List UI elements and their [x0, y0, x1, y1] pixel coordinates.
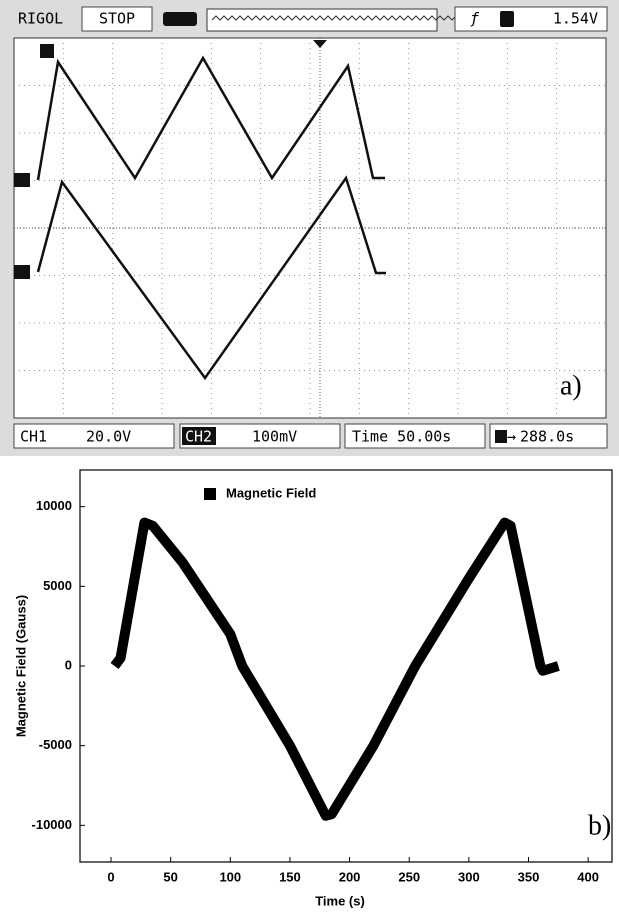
trigger-pos-arrow: →: [507, 428, 516, 446]
x-tick-label: 100: [219, 869, 241, 884]
oscilloscope: RIGOL STOP ƒ 1.54V a) CH1 20.0V CH2 100m…: [0, 0, 619, 456]
memory-bar: [207, 9, 437, 31]
x-tick-label: 0: [107, 869, 114, 884]
timebase: Time 50.00s: [352, 428, 451, 446]
trigger-pos-icon: [495, 430, 507, 443]
ch1-scale: 20.0V: [86, 428, 131, 446]
y-axis-label: Magnetic Field (Gauss): [13, 595, 28, 737]
panel-label: a): [560, 370, 582, 401]
ch1-marker: [14, 173, 30, 187]
y-tick-label: -5000: [39, 737, 72, 752]
data-line: [115, 523, 559, 816]
x-tick-label: 200: [339, 869, 361, 884]
ch2-marker: [14, 265, 30, 279]
ch2-scale: 100mV: [252, 428, 297, 446]
trigger-edge-icon: ƒ: [470, 10, 480, 28]
battery-icon: [163, 12, 197, 26]
status: STOP: [99, 10, 135, 28]
x-tick-label: 300: [458, 869, 480, 884]
trigger-marker: [40, 44, 54, 58]
brand: RIGOL: [18, 10, 63, 28]
trigger-source-icon: [500, 11, 514, 27]
x-tick-label: 250: [398, 869, 420, 884]
y-tick-label: 0: [65, 657, 72, 672]
x-tick-label: 50: [163, 869, 177, 884]
y-tick-label: 5000: [43, 578, 72, 593]
x-tick-label: 150: [279, 869, 301, 884]
x-tick-label: 350: [518, 869, 540, 884]
y-tick-label: -10000: [32, 817, 72, 832]
chart: b) Time (s) Magnetic Field (Gauss) 0 50 10…: [0, 456, 619, 912]
trigger-pos: 288.0s: [520, 428, 574, 446]
panel-label: b): [588, 810, 611, 841]
ch2-label: CH2: [185, 428, 212, 446]
ch1-label: CH1: [20, 428, 47, 446]
legend-label: Magnetic Field: [226, 485, 316, 500]
trigger-level: 1.54V: [553, 10, 598, 28]
legend-marker: [204, 488, 216, 500]
x-tick-label: 400: [577, 869, 599, 884]
page: RIGOL STOP ƒ 1.54V a) CH1 20.0V CH2 100m…: [0, 0, 619, 912]
y-tick-label: 10000: [36, 498, 72, 513]
x-axis-label: Time (s): [315, 893, 365, 908]
